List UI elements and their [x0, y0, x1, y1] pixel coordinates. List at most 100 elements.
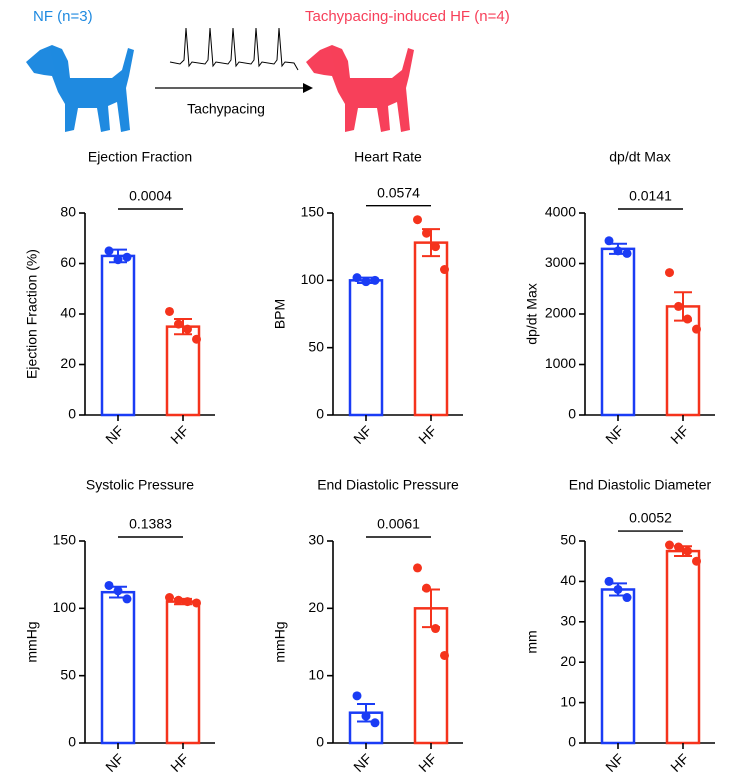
chart-title: Ejection Fraction	[88, 149, 192, 165]
y-tick-label: 20	[560, 653, 576, 669]
y-axis-label: Ejection Fraction (%)	[24, 249, 40, 379]
data-point	[192, 598, 201, 608]
y-tick-label: 60	[60, 254, 76, 270]
bar	[100, 254, 136, 417]
data-point	[352, 273, 362, 283]
data-point	[622, 248, 632, 258]
data-point	[104, 246, 114, 256]
y-tick-label: 10	[560, 693, 576, 709]
x-tick-label: HF	[167, 750, 192, 775]
data-point	[183, 597, 192, 607]
data-point	[604, 576, 614, 586]
x-tick-label: NF	[102, 750, 127, 775]
data-point	[113, 255, 123, 265]
y-tick-label: 0	[316, 734, 324, 750]
x-tick-label: NF	[350, 750, 375, 775]
data-point	[122, 252, 132, 262]
y-tick-label: 10	[308, 666, 324, 682]
data-point	[431, 242, 440, 252]
x-tick-label: NF	[602, 750, 627, 775]
data-point	[422, 583, 431, 593]
y-tick-label: 40	[560, 572, 576, 588]
x-tick-label: HF	[167, 422, 192, 447]
y-tick-label: 4000	[545, 204, 576, 220]
data-point	[370, 718, 380, 728]
p-value: 0.1383	[129, 516, 172, 532]
arrow-label: Tachypacing	[187, 101, 265, 117]
data-point	[174, 319, 183, 329]
data-point	[174, 595, 183, 605]
error-bar	[174, 318, 192, 336]
bar	[600, 588, 636, 745]
dog-hf	[306, 45, 414, 132]
data-point	[674, 301, 683, 311]
p-value: 0.0004	[129, 188, 172, 204]
p-value: 0.0574	[377, 184, 420, 200]
data-point	[692, 324, 701, 334]
hf-label: Tachypacing-induced HF (n=4)	[305, 8, 510, 25]
y-axis-label: mm	[524, 630, 540, 653]
data-point	[104, 580, 114, 590]
y-tick-label: 20	[60, 355, 76, 371]
data-point	[683, 314, 692, 324]
y-tick-label: 150	[53, 532, 77, 548]
bar	[100, 590, 136, 745]
bar	[165, 600, 201, 745]
dog-nf	[26, 45, 134, 132]
x-tick-label: HF	[415, 750, 440, 775]
bar	[600, 247, 636, 417]
y-tick-label: 2000	[545, 305, 576, 321]
chart-title: dp/dt Max	[609, 149, 670, 165]
data-point	[613, 584, 623, 594]
y-tick-label: 0	[68, 734, 76, 750]
data-point	[692, 556, 701, 566]
data-point	[113, 586, 123, 596]
data-point	[622, 593, 632, 603]
data-point	[361, 277, 371, 287]
x-tick-label: HF	[667, 422, 692, 447]
nf-label: NF (n=3)	[33, 8, 93, 25]
x-tick-label: HF	[667, 750, 692, 775]
y-axis-label: mmHg	[24, 621, 40, 662]
data-point	[183, 324, 192, 334]
y-axis-label: dp/dt Max	[524, 283, 540, 344]
y-tick-label: 1000	[545, 355, 576, 371]
data-point	[440, 265, 449, 275]
y-axis-label: mmHg	[272, 621, 288, 662]
p-value: 0.0061	[377, 516, 420, 532]
data-point	[604, 236, 614, 246]
y-tick-label: 40	[60, 305, 76, 321]
ecg-trace	[169, 27, 299, 71]
chart-title: End Diastolic Pressure	[317, 477, 459, 493]
data-point	[440, 650, 449, 660]
y-tick-label: 50	[60, 666, 76, 682]
data-point	[422, 228, 431, 238]
y-tick-label: 3000	[545, 254, 576, 270]
data-point	[674, 542, 683, 552]
p-value: 0.0141	[629, 188, 672, 204]
data-point	[683, 546, 692, 556]
y-tick-label: 20	[308, 599, 324, 615]
data-point	[352, 691, 362, 701]
p-value: 0.0052	[629, 510, 672, 526]
x-tick-label: NF	[350, 422, 375, 447]
y-tick-label: 50	[308, 338, 324, 354]
data-point	[613, 246, 623, 256]
y-tick-label: 0	[568, 734, 576, 750]
y-tick-label: 0	[568, 406, 576, 422]
arrow-head	[303, 83, 313, 93]
data-point	[122, 594, 132, 604]
chart-title: Heart Rate	[354, 149, 422, 165]
y-tick-label: 0	[68, 406, 76, 422]
x-tick-label: HF	[415, 422, 440, 447]
data-point	[165, 593, 174, 603]
data-point	[431, 624, 440, 634]
y-tick-label: 30	[308, 532, 324, 548]
chart-title: Systolic Pressure	[86, 477, 194, 493]
y-axis-label: BPM	[272, 299, 288, 329]
y-tick-label: 0	[316, 406, 324, 422]
y-tick-label: 50	[560, 532, 576, 548]
y-tick-label: 80	[60, 204, 76, 220]
bar	[665, 549, 701, 745]
data-point	[370, 275, 380, 285]
